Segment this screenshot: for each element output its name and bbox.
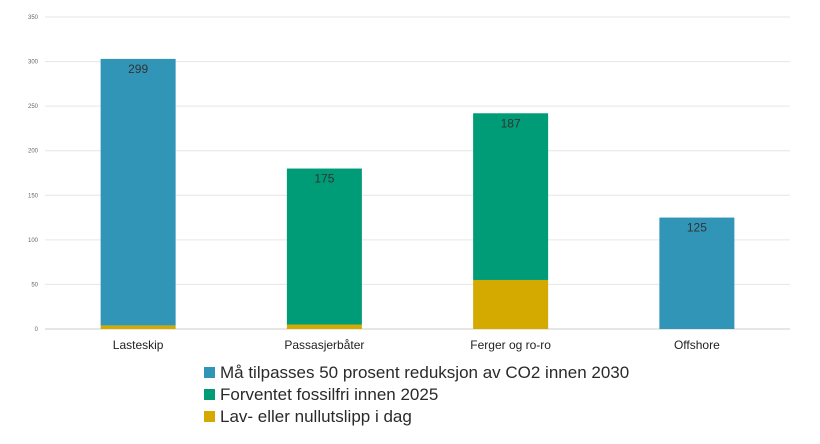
legend-swatch [204, 411, 215, 422]
data-label: 299 [128, 62, 148, 76]
data-label: 125 [687, 221, 707, 235]
y-tick-label: 0 [35, 327, 39, 333]
legend-label: Forventet fossilfri innen 2025 [220, 385, 438, 404]
y-tick-label: 200 [28, 149, 39, 155]
y-tick-label: 50 [31, 282, 38, 288]
x-axis: Lasteskip Passasjerbåter Ferger og ro-ro Of… [113, 338, 720, 352]
bar-segment-3-2 [659, 217, 735, 329]
y-tick-label: 350 [28, 15, 39, 21]
y-axis: 0 50 100 150 200 250 300 350 [28, 15, 39, 333]
legend-label: Må tilpasses 50 prosent reduksjon av CO2… [220, 363, 629, 382]
bar-segment-1-1 [286, 168, 362, 325]
legend-swatch [204, 367, 215, 378]
y-tick-label: 150 [28, 193, 39, 199]
legend-swatch [204, 389, 215, 400]
y-tick-label: 250 [28, 104, 39, 110]
y-tick-label: 300 [28, 60, 39, 66]
category-label: Passasjerbåter [284, 338, 364, 352]
legend: Må tilpasses 50 prosent reduksjon av CO2… [204, 363, 629, 426]
bar-segment-2-0 [473, 279, 549, 329]
bar-segment-0-0 [100, 325, 176, 329]
y-tick-label: 100 [28, 238, 39, 244]
data-labels: 299 175 187 125 [128, 62, 707, 235]
category-label: Lasteskip [113, 338, 164, 352]
bars [100, 58, 735, 329]
bar-segment-0-2 [100, 58, 176, 326]
legend-label: Lav- eller nullutslipp i dag [220, 407, 412, 426]
data-label: 175 [314, 172, 334, 186]
data-label: 187 [501, 116, 521, 130]
category-label: Ferger og ro-ro [470, 338, 551, 352]
category-label: Offshore [674, 338, 720, 352]
bar-segment-2-1 [473, 113, 549, 280]
bar-segment-1-0 [286, 324, 362, 329]
